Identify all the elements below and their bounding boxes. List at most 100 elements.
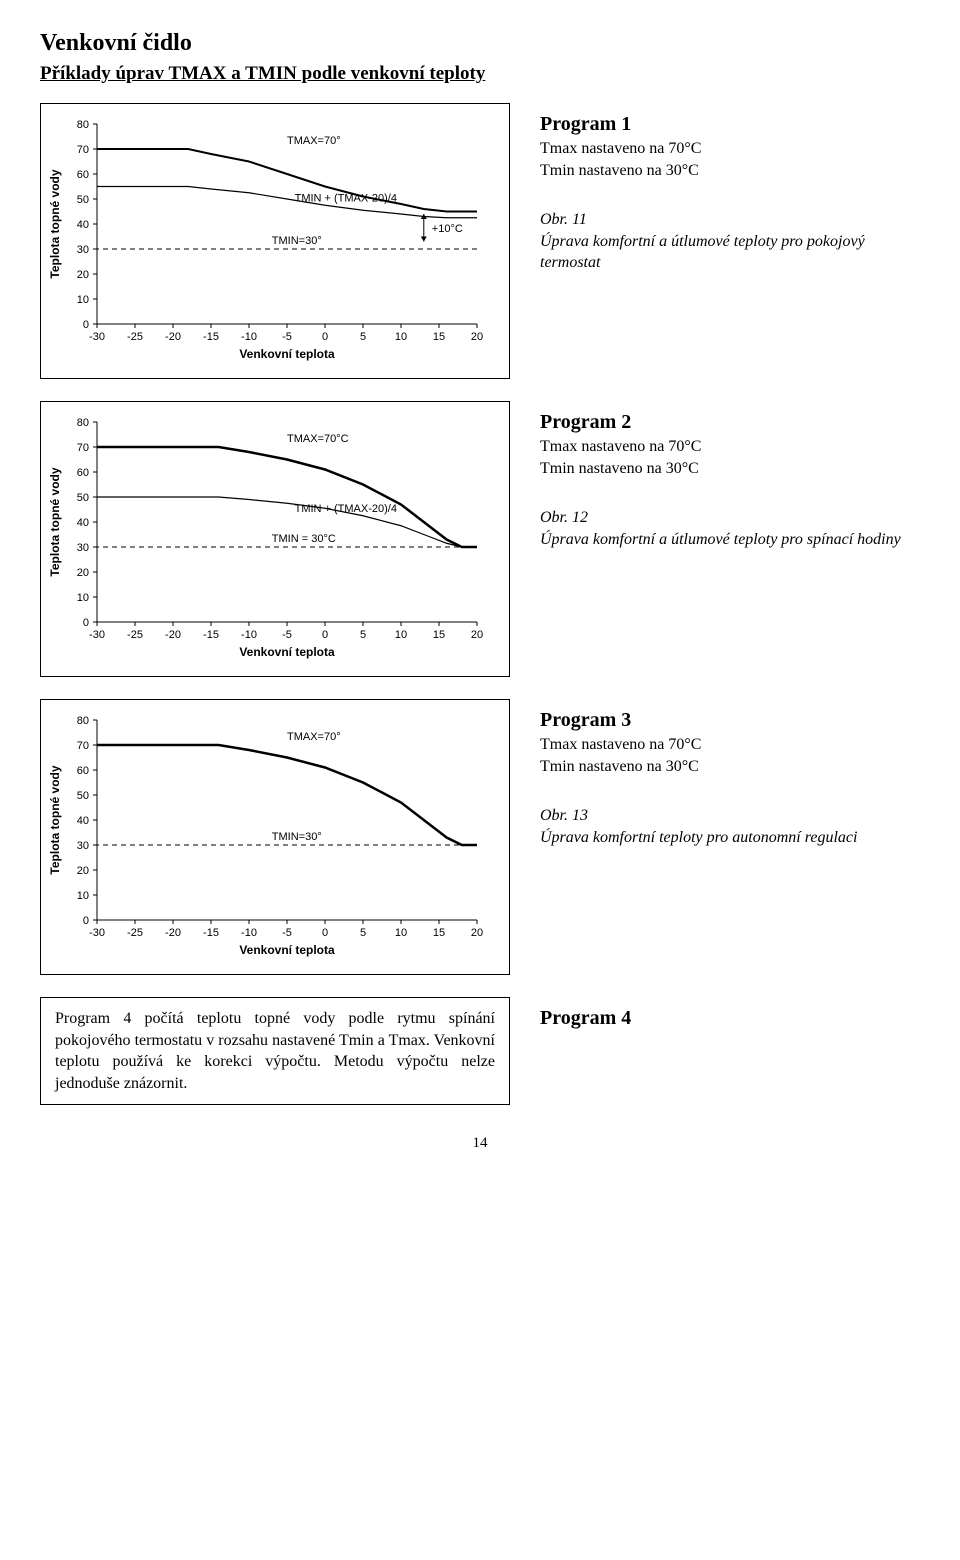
program-3-title: Program 3: [540, 709, 920, 732]
svg-text:50: 50: [77, 492, 89, 504]
svg-text:-25: -25: [127, 331, 143, 343]
svg-text:20: 20: [77, 269, 89, 281]
program-3-caption-text: Úprava komfortní teploty pro autonomní r…: [540, 829, 857, 846]
page-number: 14: [40, 1135, 920, 1152]
svg-text:40: 40: [77, 517, 89, 529]
row-program-1: 0102030405060708020151050-5-10-15-20-25-…: [40, 103, 920, 379]
svg-text:-25: -25: [127, 927, 143, 939]
row-program-3: 0102030405060708020151050-5-10-15-20-25-…: [40, 699, 920, 975]
svg-text:10: 10: [395, 331, 407, 343]
svg-text:70: 70: [77, 740, 89, 752]
svg-text:-15: -15: [203, 927, 219, 939]
program-4-text: Program 4 počítá teplotu topné vody podl…: [40, 997, 510, 1105]
svg-text:Venkovní teplota: Venkovní teplota: [239, 347, 335, 361]
svg-text:50: 50: [77, 194, 89, 206]
program-1-title: Program 1: [540, 113, 920, 136]
svg-text:20: 20: [471, 927, 483, 939]
svg-text:Teplota topné vody: Teplota topné vody: [48, 765, 62, 874]
svg-text:Venkovní teplota: Venkovní teplota: [239, 645, 335, 659]
chart-1-box: 0102030405060708020151050-5-10-15-20-25-…: [40, 103, 510, 379]
svg-text:TMIN = 30°C: TMIN = 30°C: [272, 533, 336, 545]
page-subtitle: Příklady úprav TMAX a TMIN podle venkovn…: [40, 63, 920, 85]
svg-text:5: 5: [360, 629, 366, 641]
svg-text:40: 40: [77, 815, 89, 827]
svg-text:15: 15: [433, 331, 445, 343]
page-title: Venkovní čidlo: [40, 30, 920, 57]
svg-text:60: 60: [77, 765, 89, 777]
svg-text:20: 20: [471, 331, 483, 343]
chart-1: 0102030405060708020151050-5-10-15-20-25-…: [45, 112, 495, 372]
svg-text:20: 20: [471, 629, 483, 641]
svg-text:Teplota topné vody: Teplota topné vody: [48, 169, 62, 278]
svg-text:0: 0: [322, 629, 328, 641]
svg-text:TMIN + (TMAX-20)/4: TMIN + (TMAX-20)/4: [295, 193, 397, 205]
program-1-caption-label: Obr. 11: [540, 211, 587, 228]
svg-text:-30: -30: [89, 331, 105, 343]
svg-text:-30: -30: [89, 629, 105, 641]
svg-text:10: 10: [77, 890, 89, 902]
program-1-line1: Tmax nastaveno na 70°C: [540, 138, 920, 160]
svg-text:80: 80: [77, 119, 89, 131]
program-2-caption-label: Obr. 12: [540, 509, 588, 526]
svg-text:-5: -5: [282, 331, 292, 343]
svg-text:-5: -5: [282, 629, 292, 641]
svg-text:15: 15: [433, 629, 445, 641]
svg-text:10: 10: [395, 927, 407, 939]
row-program-4: Program 4 počítá teplotu topné vody podl…: [40, 997, 920, 1105]
svg-text:70: 70: [77, 442, 89, 454]
svg-text:-10: -10: [241, 927, 257, 939]
svg-text:80: 80: [77, 417, 89, 429]
chart-3: 0102030405060708020151050-5-10-15-20-25-…: [45, 708, 495, 968]
program-1-line2: Tmin nastaveno na 30°C: [540, 160, 920, 182]
chart-2-box: 0102030405060708020151050-5-10-15-20-25-…: [40, 401, 510, 677]
svg-text:-20: -20: [165, 331, 181, 343]
svg-text:15: 15: [433, 927, 445, 939]
program-2-title: Program 2: [540, 411, 920, 434]
svg-text:-15: -15: [203, 629, 219, 641]
program-2-line1: Tmax nastaveno na 70°C: [540, 436, 920, 458]
svg-text:-15: -15: [203, 331, 219, 343]
program-2-caption-text: Úprava komfortní a útlumové teploty pro …: [540, 531, 901, 548]
program-1-caption-text: Úprava komfortní a útlumové teploty pro …: [540, 233, 865, 272]
svg-text:-25: -25: [127, 629, 143, 641]
svg-text:TMAX=70°C: TMAX=70°C: [287, 433, 349, 445]
svg-text:Teplota topné vody: Teplota topné vody: [48, 467, 62, 576]
svg-text:Venkovní teplota: Venkovní teplota: [239, 943, 335, 957]
chart-3-box: 0102030405060708020151050-5-10-15-20-25-…: [40, 699, 510, 975]
svg-text:40: 40: [77, 219, 89, 231]
svg-text:-20: -20: [165, 629, 181, 641]
program-2-line2: Tmin nastaveno na 30°C: [540, 458, 920, 480]
svg-text:-10: -10: [241, 331, 257, 343]
svg-text:30: 30: [77, 542, 89, 554]
svg-text:20: 20: [77, 865, 89, 877]
row-program-2: 0102030405060708020151050-5-10-15-20-25-…: [40, 401, 920, 677]
svg-text:60: 60: [77, 169, 89, 181]
svg-text:TMIN + (TMAX-20)/4: TMIN + (TMAX-20)/4: [295, 503, 397, 515]
svg-text:10: 10: [77, 294, 89, 306]
svg-text:-5: -5: [282, 927, 292, 939]
svg-text:10: 10: [77, 592, 89, 604]
svg-text:70: 70: [77, 144, 89, 156]
svg-text:50: 50: [77, 790, 89, 802]
svg-text:10: 10: [395, 629, 407, 641]
svg-text:TMAX=70°: TMAX=70°: [287, 731, 341, 743]
svg-text:TMIN=30°: TMIN=30°: [272, 831, 322, 843]
svg-text:0: 0: [322, 927, 328, 939]
svg-text:-20: -20: [165, 927, 181, 939]
svg-text:30: 30: [77, 244, 89, 256]
svg-text:-10: -10: [241, 629, 257, 641]
svg-text:60: 60: [77, 467, 89, 479]
svg-text:0: 0: [83, 617, 89, 629]
svg-text:-30: -30: [89, 927, 105, 939]
svg-text:20: 20: [77, 567, 89, 579]
program-3-line2: Tmin nastaveno na 30°C: [540, 756, 920, 778]
svg-text:0: 0: [83, 915, 89, 927]
program-3-line1: Tmax nastaveno na 70°C: [540, 734, 920, 756]
svg-text:5: 5: [360, 331, 366, 343]
svg-text:0: 0: [83, 319, 89, 331]
program-3-caption-label: Obr. 13: [540, 807, 588, 824]
chart-2: 0102030405060708020151050-5-10-15-20-25-…: [45, 410, 495, 670]
svg-text:+10°C: +10°C: [432, 223, 463, 235]
svg-text:TMAX=70°: TMAX=70°: [287, 135, 341, 147]
svg-text:30: 30: [77, 840, 89, 852]
